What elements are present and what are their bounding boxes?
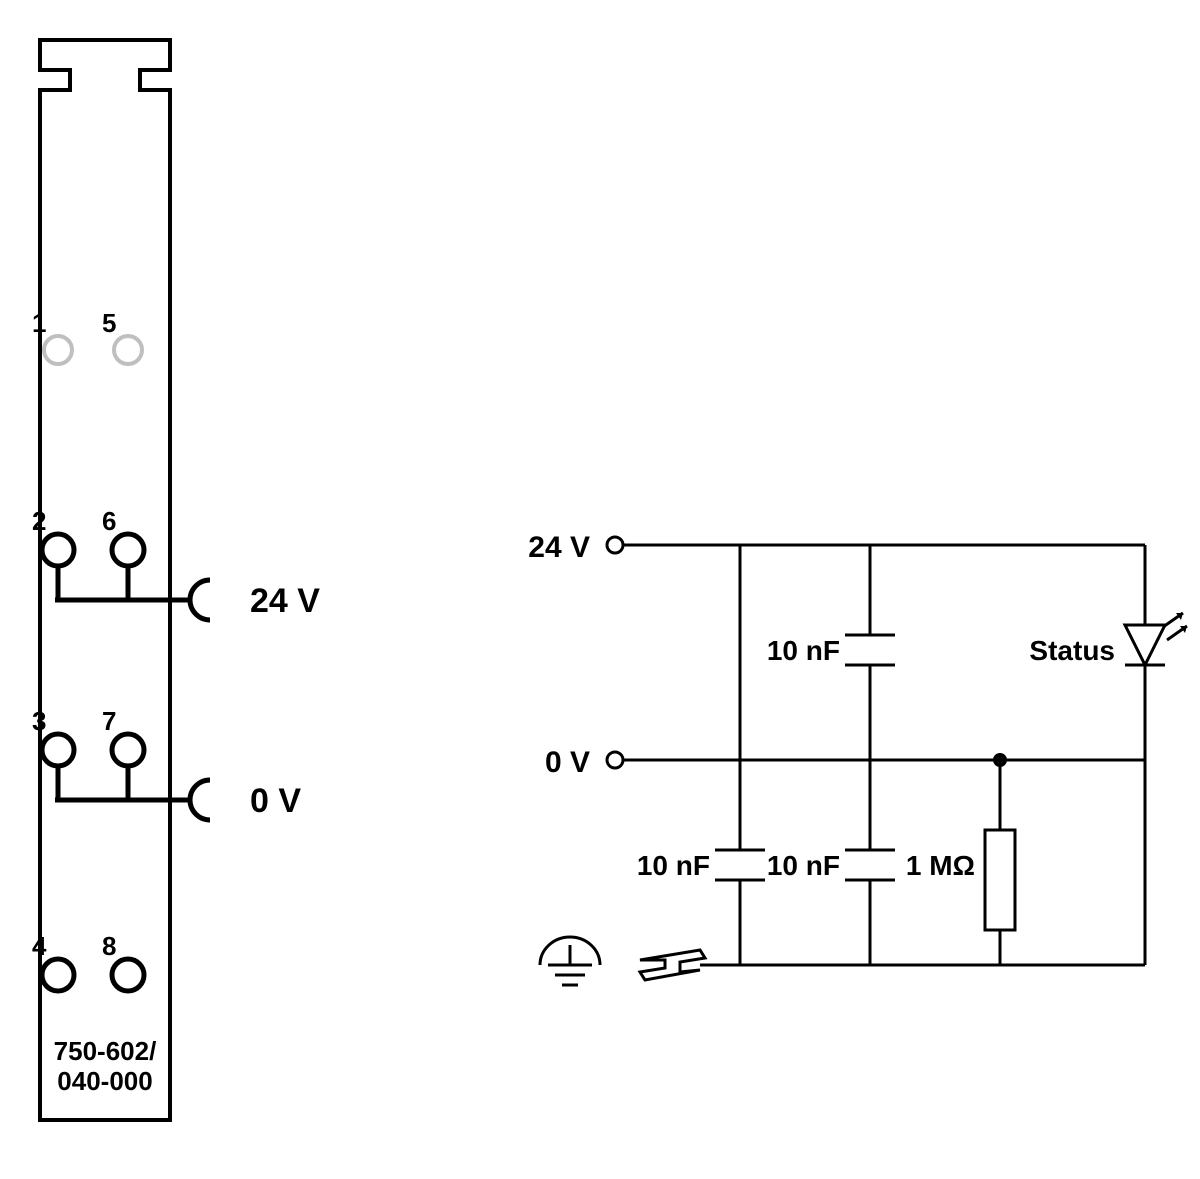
terminal-8-label: 8	[102, 931, 116, 961]
wiring-diagram: 1 5 2 6 24 V 3 7 0 V 4 8 750-602/ 040-00…	[0, 0, 1200, 1179]
label-24v: 24 V	[528, 531, 590, 564]
terminal-7-label: 7	[102, 706, 116, 736]
resistor-label: 1 MΩ	[906, 850, 975, 881]
rail-ground-icon	[640, 950, 705, 980]
terminal-4	[42, 959, 74, 991]
terminal-1	[44, 336, 72, 364]
terminal-2	[42, 534, 74, 566]
terminal-2-label: 2	[32, 506, 46, 536]
module-front: 1 5 2 6 24 V 3 7 0 V 4 8 750-602/ 040-00…	[32, 40, 320, 1120]
schematic: 24 V 0 V 10 nF 10 nF 10 nF 1 M	[528, 531, 1187, 985]
terminal-7	[112, 734, 144, 766]
terminal-6-label: 6	[102, 506, 116, 536]
led-label: Status	[1029, 635, 1115, 666]
earth-icon	[540, 937, 600, 985]
cap2-label: 10 nF	[767, 850, 840, 881]
cap-top-label: 10 nF	[767, 635, 840, 666]
label-0v: 0 V	[545, 746, 590, 779]
terminal-5	[114, 336, 142, 364]
terminal-5-label: 5	[102, 308, 116, 338]
terminal-4-label: 4	[32, 931, 47, 961]
part-number-2: 040-000	[57, 1066, 152, 1096]
terminal-6	[112, 534, 144, 566]
terminal-3	[42, 734, 74, 766]
cap1-label: 10 nF	[637, 850, 710, 881]
terminal-1-label: 1	[32, 308, 46, 338]
part-number-1: 750-602/	[54, 1036, 157, 1066]
row3-label: 0 V	[250, 782, 301, 820]
row2-label: 24 V	[250, 582, 320, 620]
terminal-3-label: 3	[32, 706, 46, 736]
terminal-8	[112, 959, 144, 991]
